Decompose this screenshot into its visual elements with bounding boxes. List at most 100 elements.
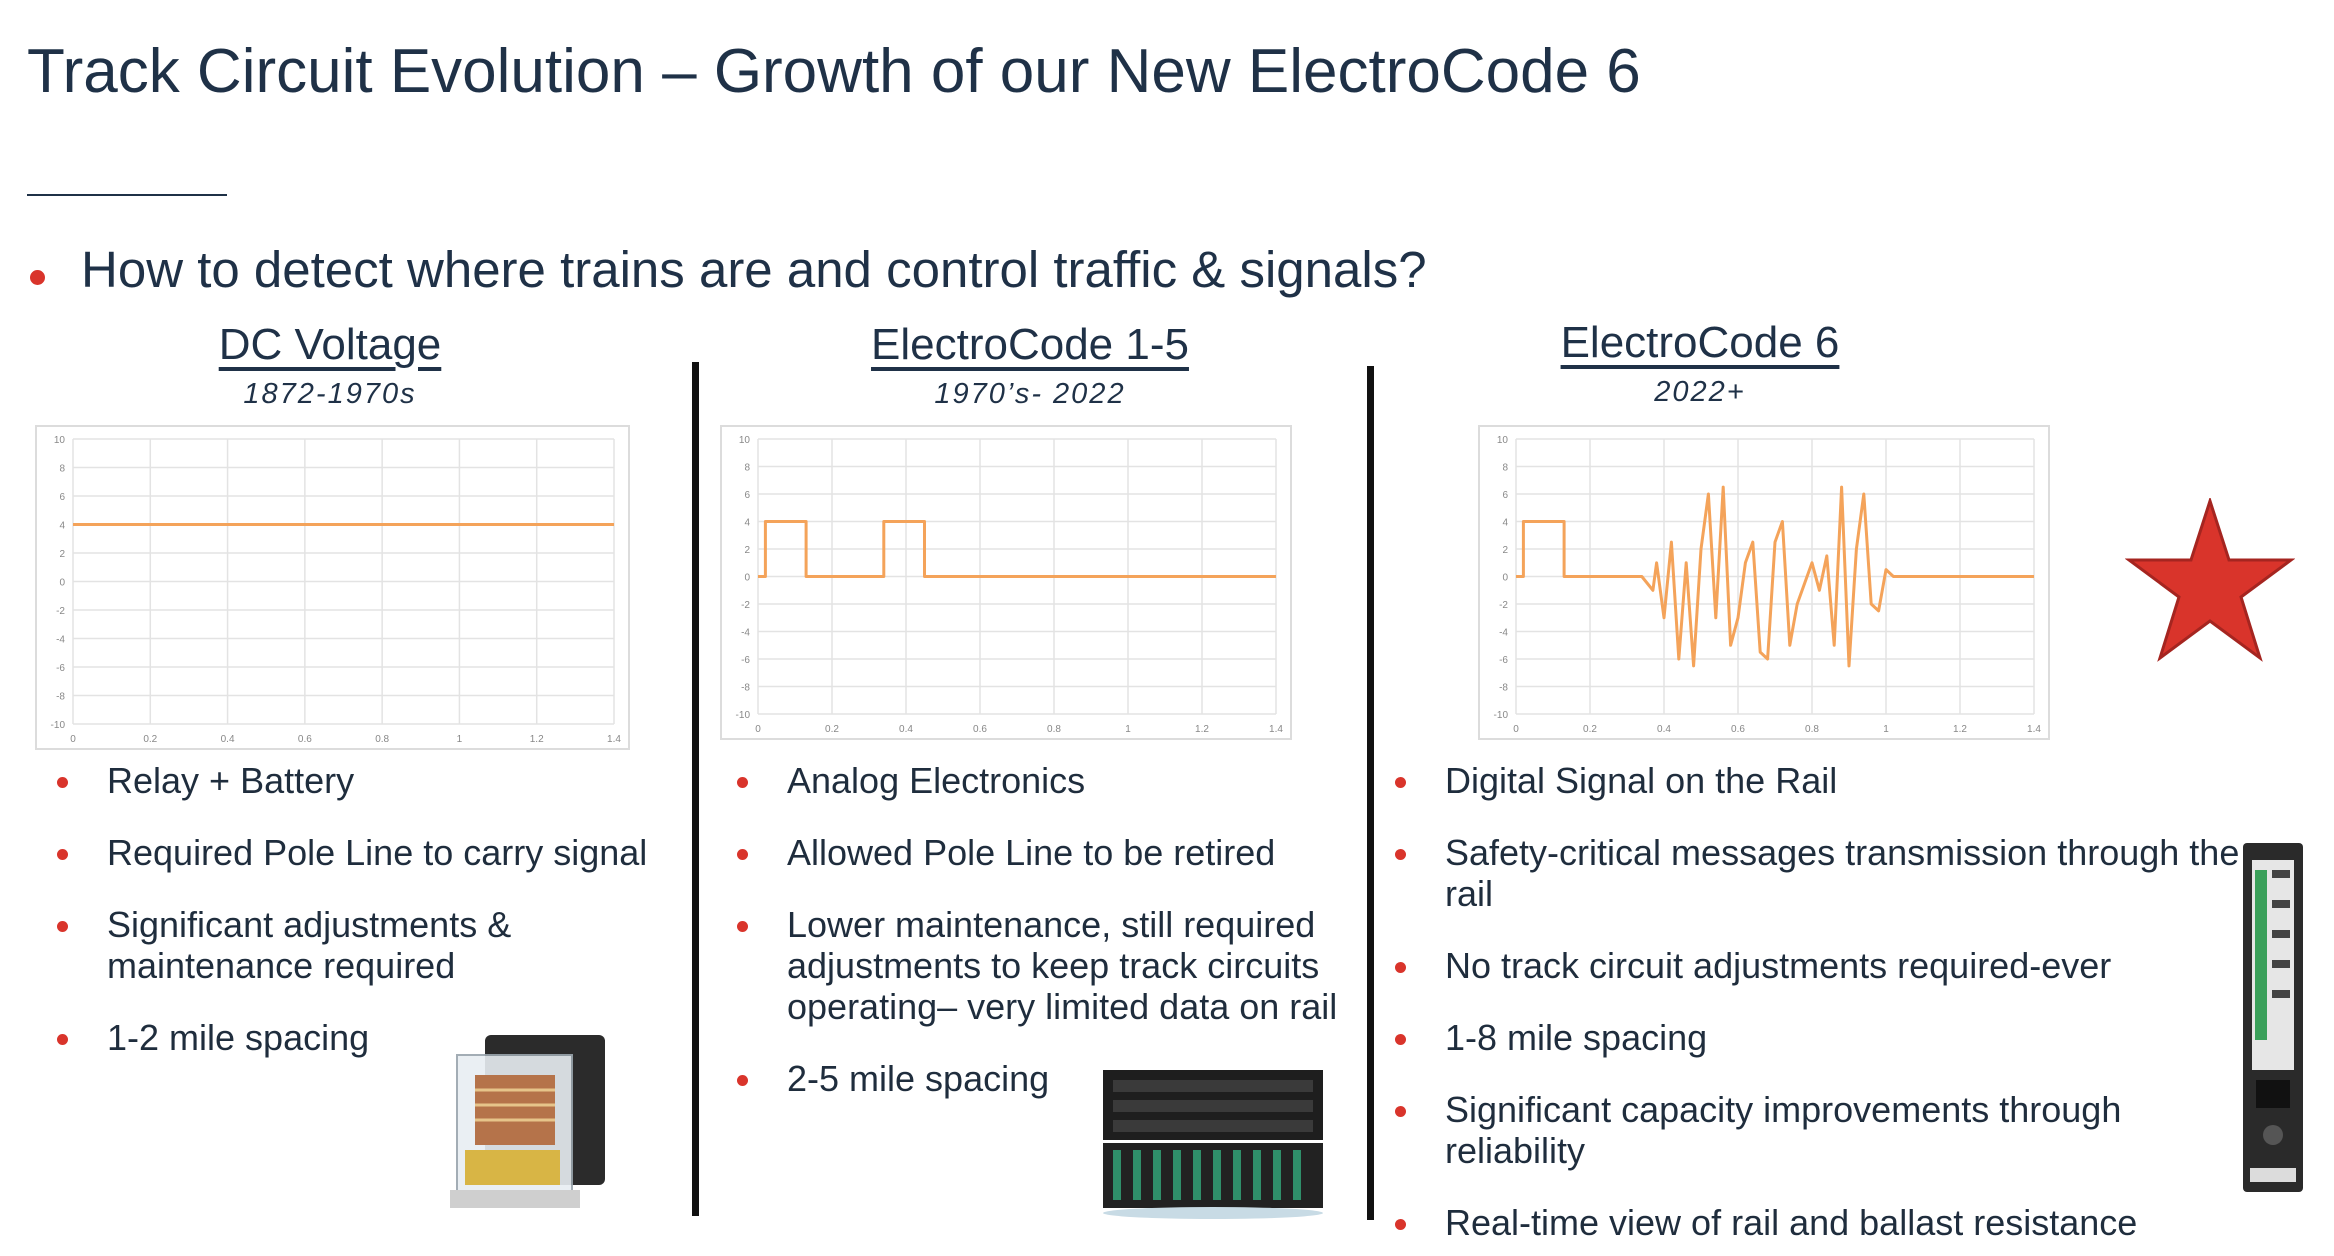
bullet-icon: [1395, 1219, 1406, 1230]
y-tick-label: 8: [744, 463, 750, 474]
bullet-icon: [30, 270, 45, 285]
title-underline: [27, 194, 227, 196]
x-tick-label: 1: [1125, 724, 1131, 735]
y-tick-label: 0: [59, 578, 65, 589]
x-tick-label: 1: [457, 734, 463, 745]
list-item: Relay + Battery: [32, 760, 702, 801]
slide-title: Track Circuit Evolution – Growth of our …: [27, 37, 1641, 106]
bullet-icon: [1395, 962, 1406, 973]
x-tick-label: 0: [1513, 724, 1519, 735]
y-tick-label: 2: [744, 545, 750, 556]
x-tick-label: 0.8: [1805, 724, 1819, 735]
column-years-dc: 1872-1970s: [243, 378, 417, 410]
x-tick-label: 0.2: [1583, 724, 1597, 735]
y-tick-label: -10: [51, 720, 66, 731]
x-tick-label: 1.4: [1269, 724, 1283, 735]
x-tick-label: 0.8: [375, 734, 389, 745]
bullet-list-dc: Relay + Battery Required Pole Line to ca…: [32, 760, 702, 1058]
bullet-icon: [1395, 777, 1406, 788]
y-tick-label: 2: [59, 549, 65, 560]
y-tick-label: 4: [1502, 518, 1508, 529]
electrocode-module-image: [2243, 843, 2303, 1192]
bullet-icon: [57, 921, 68, 932]
y-tick-label: -8: [741, 683, 750, 694]
bullet-list-ec6: Digital Signal on the Rail Safety-critic…: [1370, 760, 2250, 1243]
y-tick-label: 10: [1497, 435, 1509, 446]
y-tick-label: -2: [1499, 600, 1508, 611]
bullet-icon: [737, 1075, 748, 1086]
x-tick-label: 1.2: [1953, 724, 1967, 735]
x-tick-label: 0: [70, 734, 76, 745]
column-heading-ec6: ElectroCode 6: [1560, 318, 1840, 367]
y-tick-label: 6: [1502, 490, 1508, 501]
list-item: Real-time view of rail and ballast resis…: [1370, 1202, 2250, 1243]
list-item: No track circuit adjustments required-ev…: [1370, 945, 2250, 986]
y-tick-label: -8: [1499, 683, 1508, 694]
x-tick-label: 0.8: [1047, 724, 1061, 735]
list-item: 2-5 mile spacing: [712, 1058, 1372, 1099]
y-tick-label: -4: [56, 635, 65, 646]
list-item: 1-8 mile spacing: [1370, 1017, 2250, 1058]
bullet-icon: [737, 777, 748, 788]
column-heading-dc: DC Voltage: [218, 320, 442, 369]
relay-device-image: [450, 1035, 605, 1208]
y-tick-label: 4: [744, 518, 750, 529]
series-line: [758, 520, 1276, 578]
list-item: Significant capacity improvements throug…: [1370, 1089, 2245, 1171]
x-tick-label: 1: [1883, 724, 1889, 735]
bullet-icon: [57, 1034, 68, 1045]
column-years-ec6: 2022+: [1654, 376, 1746, 408]
bullet-icon: [57, 777, 68, 788]
chart-frame: [35, 425, 630, 750]
chart-frame: [720, 425, 1292, 740]
y-tick-label: 4: [59, 521, 65, 532]
y-tick-label: 2: [1502, 545, 1508, 556]
y-tick-label: -8: [56, 692, 65, 703]
y-tick-label: 6: [744, 490, 750, 501]
list-item: Digital Signal on the Rail: [1370, 760, 2250, 801]
bullet-icon: [737, 849, 748, 860]
question-text: How to detect where trains are and contr…: [81, 241, 1427, 298]
y-tick-label: 6: [59, 492, 65, 503]
list-item: Analog Electronics: [712, 760, 1372, 801]
x-tick-label: 1.2: [530, 734, 544, 745]
list-item: 1-2 mile spacing: [32, 1017, 702, 1058]
bullet-icon: [1395, 1034, 1406, 1045]
chart-electrocode-1-5: 10 8 6 4 2 0 -2 -4 -6 -8 -10 0 0.2 0.4 0.6 0.8 1 1.2 1.4: [720, 425, 1292, 740]
y-tick-label: -6: [1499, 655, 1508, 666]
bullet-icon: [1395, 849, 1406, 860]
x-tick-label: 0.4: [221, 734, 235, 745]
bullet-icon: [57, 849, 68, 860]
chart-dc-voltage: 10 8 6 4 2 0 -2 -4 -6 -8 -10 0 0.2 0.4 0.6 0.8 1 1.2 1.4: [35, 425, 630, 750]
x-tick-label: 0: [755, 724, 761, 735]
column-years-ec15: 1970’s- 2022: [934, 378, 1126, 410]
x-tick-label: 0.6: [973, 724, 987, 735]
x-tick-label: 1.4: [2027, 724, 2041, 735]
list-item: Safety-critical messages transmission th…: [1370, 832, 2245, 914]
y-tick-label: 10: [54, 435, 66, 446]
list-item: Lower maintenance, still required adjust…: [712, 904, 1367, 1027]
y-tick-label: -4: [1499, 628, 1508, 639]
column-divider: [692, 362, 699, 1216]
series-line: [1516, 485, 2034, 668]
x-tick-label: 0.4: [899, 724, 913, 735]
chart-electrocode-6: 10 8 6 4 2 0 -2 -4 -6 -8 -10 0 0.2 0.4 0.6 0.8 1 1.2 1.4: [1478, 425, 2050, 740]
y-tick-label: -10: [1494, 710, 1509, 721]
y-tick-label: 8: [59, 464, 65, 475]
x-tick-label: 0.2: [143, 734, 157, 745]
x-tick-label: 1.2: [1195, 724, 1209, 735]
y-tick-label: 8: [1502, 463, 1508, 474]
column-divider: [1367, 366, 1374, 1220]
list-item: Allowed Pole Line to be retired: [712, 832, 1372, 873]
x-tick-label: 0.6: [1731, 724, 1745, 735]
y-tick-label: -2: [56, 606, 65, 617]
y-tick-label: -6: [741, 655, 750, 666]
y-tick-label: -2: [741, 600, 750, 611]
x-tick-label: 0.6: [298, 734, 312, 745]
list-item: Significant adjustments & maintenance re…: [32, 904, 607, 986]
chart-frame: [1478, 425, 2050, 740]
star-icon: [2125, 498, 2295, 662]
y-tick-label: -6: [56, 663, 65, 674]
x-tick-label: 1.4: [607, 734, 621, 745]
electronic-rack-image: [1103, 1070, 1323, 1219]
